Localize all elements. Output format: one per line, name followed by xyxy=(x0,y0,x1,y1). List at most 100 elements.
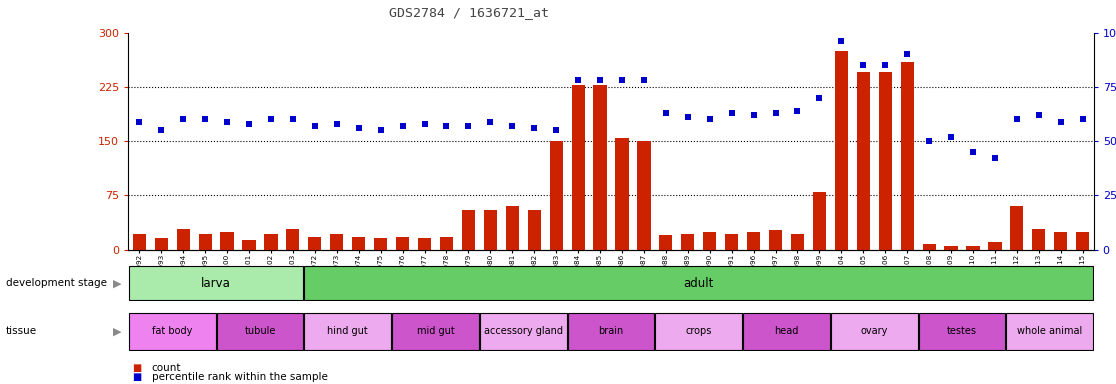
Point xyxy=(701,116,719,122)
Text: adult: adult xyxy=(684,277,714,290)
Text: GDS2784 / 1636721_at: GDS2784 / 1636721_at xyxy=(388,6,549,19)
Bar xyxy=(568,313,654,350)
Bar xyxy=(830,313,917,350)
Point xyxy=(437,123,455,129)
Bar xyxy=(944,246,958,250)
Bar xyxy=(989,242,1001,250)
Bar xyxy=(901,61,914,250)
Point xyxy=(394,123,412,129)
Point xyxy=(1052,119,1070,125)
Bar xyxy=(966,246,980,250)
Point xyxy=(283,116,301,122)
Text: mid gut: mid gut xyxy=(416,326,454,336)
Bar xyxy=(287,229,299,250)
Bar xyxy=(918,313,1006,350)
Text: tubule: tubule xyxy=(244,326,276,336)
Point xyxy=(657,110,675,116)
Bar xyxy=(176,229,190,250)
Text: brain: brain xyxy=(598,326,624,336)
Bar xyxy=(417,238,431,250)
Point xyxy=(328,121,346,127)
Point xyxy=(810,95,828,101)
Bar xyxy=(396,237,410,250)
Bar xyxy=(462,210,475,250)
Bar xyxy=(747,232,760,250)
Bar xyxy=(857,73,869,250)
Text: crops: crops xyxy=(685,326,712,336)
Text: head: head xyxy=(775,326,799,336)
Bar xyxy=(308,237,321,250)
Text: accessory gland: accessory gland xyxy=(483,326,562,336)
Point xyxy=(349,125,367,131)
Text: testes: testes xyxy=(947,326,976,336)
Point xyxy=(547,127,565,133)
Text: percentile rank within the sample: percentile rank within the sample xyxy=(152,372,328,382)
Bar xyxy=(128,313,215,350)
Point xyxy=(503,123,521,129)
Bar xyxy=(1010,206,1023,250)
Bar xyxy=(133,234,146,250)
Point xyxy=(1074,116,1091,122)
Point xyxy=(723,110,741,116)
Bar xyxy=(374,238,387,250)
Point xyxy=(833,38,850,45)
Bar xyxy=(769,230,782,250)
Bar xyxy=(743,313,830,350)
Point xyxy=(876,62,894,68)
Point xyxy=(174,116,192,122)
Bar xyxy=(1076,232,1089,250)
Bar xyxy=(812,192,826,250)
Point xyxy=(415,121,433,127)
Point xyxy=(372,127,389,133)
Bar xyxy=(528,210,541,250)
Bar xyxy=(878,73,892,250)
Point xyxy=(240,121,258,127)
Bar xyxy=(637,141,651,250)
Bar xyxy=(483,210,497,250)
Text: count: count xyxy=(152,363,181,373)
Text: ▶: ▶ xyxy=(113,326,122,336)
Text: ■: ■ xyxy=(132,363,141,373)
Text: whole animal: whole animal xyxy=(1017,326,1083,336)
Text: fat body: fat body xyxy=(152,326,192,336)
Bar xyxy=(242,240,256,250)
Text: larva: larva xyxy=(201,277,231,290)
Point xyxy=(921,138,939,144)
Point xyxy=(1008,116,1026,122)
Point xyxy=(679,114,696,120)
Bar xyxy=(791,234,804,250)
Bar xyxy=(703,232,716,250)
Bar xyxy=(155,238,167,250)
Bar xyxy=(264,234,278,250)
Point xyxy=(306,123,324,129)
Bar xyxy=(1032,229,1046,250)
Point xyxy=(744,112,762,118)
Point xyxy=(218,119,235,125)
Point xyxy=(613,77,631,83)
Bar xyxy=(305,313,392,350)
Bar xyxy=(506,206,519,250)
Point xyxy=(942,134,960,140)
Bar xyxy=(221,232,233,250)
Point xyxy=(987,156,1004,162)
Bar xyxy=(594,85,607,250)
Bar xyxy=(725,234,739,250)
Bar xyxy=(353,237,365,250)
Bar xyxy=(480,313,567,350)
Bar xyxy=(392,313,479,350)
Bar xyxy=(330,234,344,250)
Bar xyxy=(1007,313,1094,350)
Bar xyxy=(923,244,935,250)
Point xyxy=(460,123,478,129)
Point xyxy=(789,108,807,114)
Point xyxy=(635,77,653,83)
Bar xyxy=(660,235,673,250)
Point xyxy=(481,119,499,125)
Text: hind gut: hind gut xyxy=(327,326,368,336)
Point xyxy=(131,119,148,125)
Point xyxy=(855,62,873,68)
Bar xyxy=(199,234,212,250)
Text: tissue: tissue xyxy=(6,326,37,336)
Point xyxy=(964,149,982,155)
Point xyxy=(526,125,543,131)
